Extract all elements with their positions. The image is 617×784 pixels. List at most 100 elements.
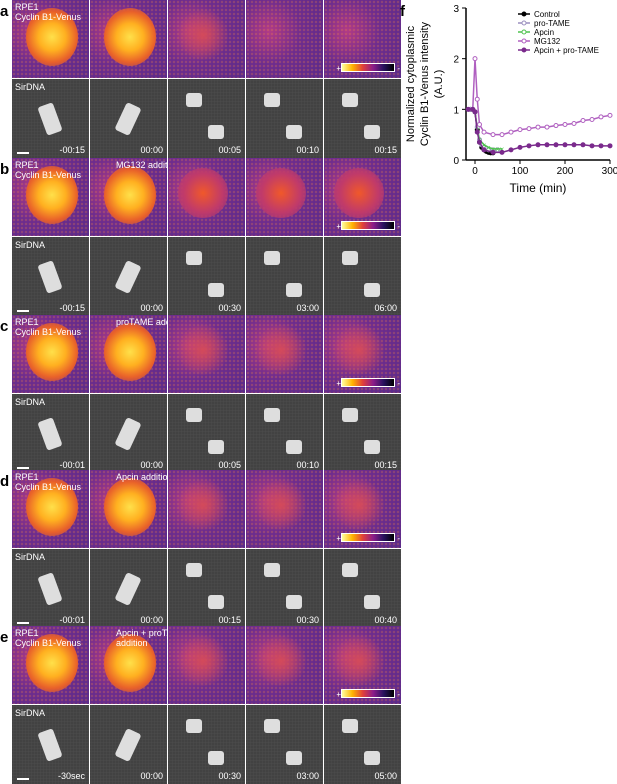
timestamp: 00:15 xyxy=(374,460,397,470)
series-line-3 xyxy=(468,58,611,136)
chromosome-mass xyxy=(114,572,142,606)
scale-bar xyxy=(17,310,29,312)
data-point xyxy=(571,121,577,127)
cell-fluorescence xyxy=(104,634,156,692)
colorbar-plus: + xyxy=(336,534,341,543)
chromosome-mass xyxy=(186,563,202,577)
chromosome-mass xyxy=(364,440,380,454)
chromosome-mass xyxy=(342,719,358,733)
chromosome-mass xyxy=(208,125,224,139)
y-tick-label: 0 xyxy=(453,156,459,167)
cell-fluorescence xyxy=(26,323,78,381)
chromosome-mass xyxy=(37,728,63,762)
data-point xyxy=(477,139,482,145)
cell-fluorescence-dim xyxy=(334,168,384,218)
intensity-colorbar xyxy=(341,378,395,387)
legend-marker xyxy=(521,38,527,44)
cyclin-b1-image-d-3 xyxy=(168,470,245,548)
sirdna-image-c-1: SirDNA -00:01 xyxy=(12,394,89,473)
colorbar-plus: + xyxy=(336,64,341,73)
chromosome-mass xyxy=(264,563,280,577)
chromosome-mass xyxy=(264,251,280,265)
sirdna-image-e-2: 00:00 xyxy=(90,705,167,784)
colorbar-minus: - xyxy=(397,222,400,231)
timestamp: 00:15 xyxy=(374,145,397,155)
cell-fluorescence xyxy=(104,166,156,224)
cyclin-b1-image-e-5: + - xyxy=(324,626,401,704)
data-point xyxy=(481,147,487,153)
sirdna-label: SirDNA xyxy=(15,708,46,718)
sirdna-label: SirDNA xyxy=(15,240,46,250)
panel-letter-f: f xyxy=(400,3,405,20)
scale-bar xyxy=(17,467,29,469)
cyclin-b1-image-a-2 xyxy=(90,0,167,78)
chromosome-mass xyxy=(264,93,280,107)
scale-bar xyxy=(17,152,29,154)
cyclin-b1-image-e-1: RPE1 Cyclin B1-Venus xyxy=(12,626,89,704)
data-point: × xyxy=(500,145,505,154)
colorbar-minus: - xyxy=(397,534,400,543)
cell-fluorescence xyxy=(104,8,156,66)
chromosome-mass xyxy=(186,719,202,733)
legend-marker xyxy=(521,47,527,53)
chromosome-mass xyxy=(114,728,142,762)
cyclin-b1-image-e-4 xyxy=(246,626,323,704)
sirdna-image-b-4: 03:00 xyxy=(246,237,323,316)
chromosome-mass xyxy=(286,283,302,297)
panel-letter-c: c xyxy=(0,318,9,335)
timestamp: 00:00 xyxy=(140,615,163,625)
data-point xyxy=(553,142,559,148)
cell-fluorescence-dim xyxy=(334,480,384,530)
sirdna-label: SirDNA xyxy=(15,82,46,92)
legend-marker xyxy=(521,11,527,17)
chromosome-mass xyxy=(286,125,302,139)
timestamp: -00:15 xyxy=(59,303,85,313)
sirdna-image-a-2: 00:00 xyxy=(90,79,167,158)
legend-label: Apcin xyxy=(534,28,554,37)
y-tick-label: 1 xyxy=(453,105,459,116)
data-point xyxy=(490,149,496,155)
cell-line-label: RPE1 Cyclin B1-Venus xyxy=(15,160,82,180)
timestamp: -00:01 xyxy=(59,615,85,625)
data-point xyxy=(589,116,595,122)
chromosome-mass xyxy=(186,408,202,422)
chromosome-mass xyxy=(286,751,302,765)
chromosome-mass xyxy=(342,251,358,265)
data-point xyxy=(474,129,480,135)
data-point xyxy=(580,117,586,123)
x-tick-label: 100 xyxy=(512,166,529,177)
chromosome-mass xyxy=(186,251,202,265)
timestamp: 00:10 xyxy=(296,460,319,470)
data-point: × xyxy=(486,143,491,152)
timestamp: 00:10 xyxy=(296,145,319,155)
intensity-colorbar xyxy=(341,63,395,72)
drug-addition-label: MG132 addition xyxy=(116,160,167,170)
data-point xyxy=(553,123,559,129)
chromosome-mass xyxy=(364,125,380,139)
x-tick-label: 0 xyxy=(472,166,478,177)
timestamp: 00:00 xyxy=(140,771,163,781)
colorbar-minus: - xyxy=(397,379,400,388)
sirdna-image-a-5: 00:15 xyxy=(324,79,401,158)
intensity-colorbar xyxy=(341,689,395,698)
timestamp: 00:05 xyxy=(218,460,241,470)
cell-fluorescence xyxy=(104,478,156,536)
sirdna-image-a-3: 00:05 xyxy=(168,79,245,158)
intensity-colorbar xyxy=(341,221,395,230)
chromosome-mass xyxy=(286,440,302,454)
data-point xyxy=(535,124,541,130)
drug-addition-label: proTAME addition xyxy=(116,317,167,327)
sirdna-image-d-2: 00:00 xyxy=(90,549,167,628)
chromosome-mass xyxy=(264,408,280,422)
cyclin-b1-image-c-1: RPE1 Cyclin B1-Venus xyxy=(12,315,89,393)
data-point xyxy=(571,142,577,148)
legend-label: MG132 xyxy=(534,37,561,46)
cell-line-label: RPE1 Cyclin B1-Venus xyxy=(15,2,82,22)
cell-fluorescence xyxy=(26,166,78,224)
cell-fluorescence-dim xyxy=(178,10,228,60)
data-point xyxy=(544,142,550,148)
cell-fluorescence-dim xyxy=(256,325,306,375)
cell-fluorescence-dim xyxy=(256,480,306,530)
cell-line-label: RPE1 Cyclin B1-Venus xyxy=(15,628,82,648)
data-point xyxy=(472,109,478,115)
